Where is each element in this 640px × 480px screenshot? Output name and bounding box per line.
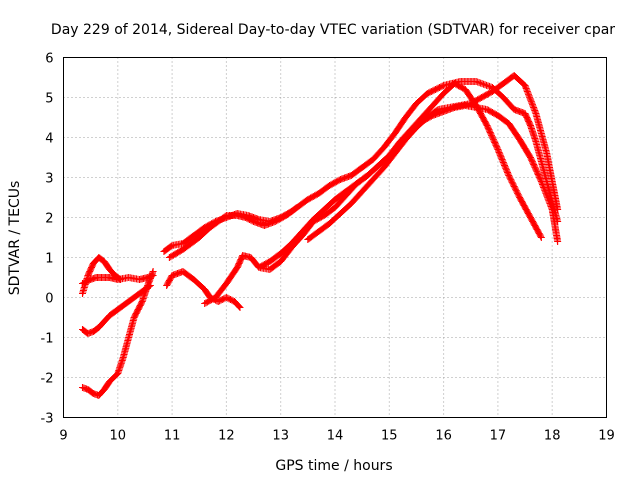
x-tick-label: 16 xyxy=(435,429,452,444)
x-tick-label: 19 xyxy=(598,429,615,444)
y-tick-label: 6 xyxy=(45,52,53,67)
y-tick-label: 3 xyxy=(45,172,53,187)
x-tick-label: 10 xyxy=(110,429,127,444)
y-tick-labels: -3 -2 -1 0 1 2 3 4 5 6 xyxy=(41,52,54,427)
y-axis-label: SDTVAR / TECUs xyxy=(7,181,23,296)
series-trace-4 xyxy=(79,254,125,297)
series-trace-3 xyxy=(79,268,157,399)
data-series-group xyxy=(79,72,562,399)
y-tick-label: -3 xyxy=(41,412,54,427)
x-tick-label: 12 xyxy=(218,429,235,444)
x-tick-label: 13 xyxy=(272,429,289,444)
x-tick-label: 9 xyxy=(59,429,67,444)
x-tick-labels: 9 10 11 12 13 14 15 16 17 18 19 xyxy=(59,429,614,444)
y-tick-label: 4 xyxy=(45,132,53,147)
y-tick-label: -2 xyxy=(41,372,54,387)
x-tick-label: 17 xyxy=(490,429,507,444)
x-tick-label: 18 xyxy=(544,429,561,444)
y-tick-label: 0 xyxy=(45,292,53,307)
x-tick-label: 14 xyxy=(327,429,344,444)
y-tick-label: 2 xyxy=(45,212,53,227)
x-tick-label: 15 xyxy=(381,429,398,444)
series-trace-7 xyxy=(165,78,562,261)
y-tick-label: 1 xyxy=(45,252,53,267)
series-trace-2 xyxy=(79,282,154,337)
x-axis-label: GPS time / hours xyxy=(275,458,392,474)
y-tick-label: 5 xyxy=(45,92,53,107)
series-trace-10 xyxy=(304,72,562,243)
series-trace-8 xyxy=(201,102,562,307)
plot-frame xyxy=(63,57,607,418)
x-tick-label: 11 xyxy=(164,429,181,444)
y-tick-label: -1 xyxy=(41,332,54,347)
chart-title: Day 229 of 2014, Sidereal Day-to-day VTE… xyxy=(51,22,615,38)
